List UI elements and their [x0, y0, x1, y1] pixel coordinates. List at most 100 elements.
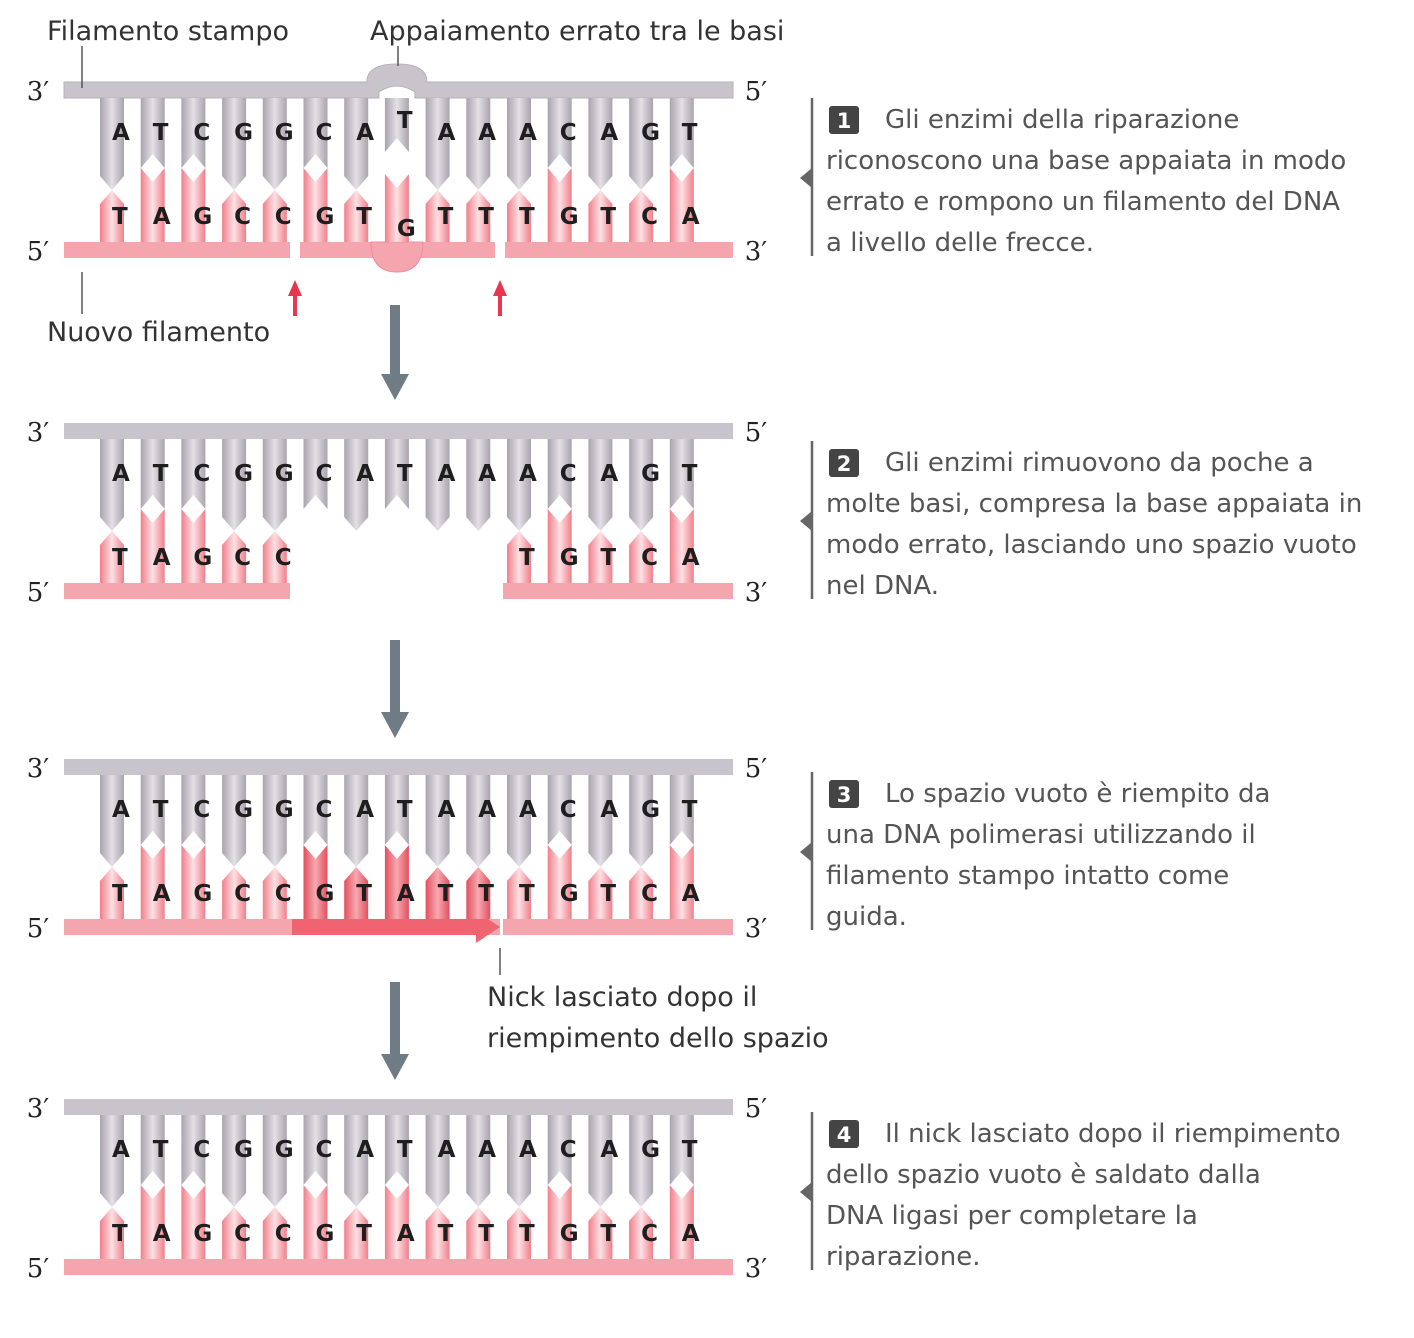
new-base-T	[344, 190, 369, 242]
end-label-3prime-top: 3′	[27, 754, 50, 784]
template-letter: C	[560, 1137, 577, 1163]
new-base-G	[181, 1185, 206, 1259]
new-base-C	[629, 531, 654, 583]
new-letter: T	[112, 545, 128, 571]
template-base-G	[629, 98, 654, 190]
flow-arrow-1	[381, 305, 409, 400]
new-base-T	[466, 1207, 491, 1259]
new-base-C	[629, 867, 654, 919]
new-letter: A	[153, 545, 171, 571]
new-letter: T	[356, 1221, 372, 1247]
new-letter: C	[275, 1221, 292, 1247]
step-bracket-pointer	[800, 511, 812, 531]
new-strand-backbone	[64, 242, 290, 258]
template-letter: C	[193, 120, 210, 146]
end-label-5prime-bottom: 5′	[27, 1254, 50, 1284]
new-base-G	[303, 168, 328, 242]
new-base-T	[507, 190, 531, 242]
template-base-C	[547, 775, 572, 845]
end-label-5prime-top: 5′	[745, 418, 768, 448]
new-base-T	[588, 867, 613, 919]
new-letter: T	[519, 204, 535, 230]
template-letter: C	[193, 461, 210, 487]
template-letter: A	[438, 461, 456, 487]
new-base-G	[181, 168, 206, 242]
new-base-C	[262, 531, 287, 583]
nick-label-line-2: riempimento dello spazio	[487, 1023, 829, 1054]
flow-arrow-3	[381, 982, 409, 1080]
end-label-3prime-top: 3′	[27, 1094, 50, 1124]
template-base-G	[629, 439, 654, 531]
nick-label-line-1: Nick lasciato dopo il	[487, 982, 757, 1013]
new-letter: G	[560, 204, 579, 230]
new-letter: T	[478, 1221, 494, 1247]
new-base-C	[222, 867, 247, 919]
step-2-dna	[64, 423, 859, 599]
step-description-line: dello spazio vuoto è saldato dalla	[826, 1160, 1261, 1190]
new-letter: T	[600, 881, 616, 907]
new-letter: G	[193, 881, 212, 907]
new-letter: G	[560, 1221, 579, 1247]
new-base-C	[262, 1207, 287, 1259]
template-base-A	[425, 775, 450, 867]
template-letter: G	[275, 797, 294, 823]
template-base-A	[507, 98, 531, 190]
new-letter: T	[438, 1221, 454, 1247]
template-letter: T	[153, 1137, 169, 1163]
template-letter: A	[356, 1137, 374, 1163]
new-letter: G	[560, 545, 579, 571]
template-base-A	[466, 439, 491, 531]
template-letter: T	[682, 120, 698, 146]
template-letter: C	[316, 1137, 333, 1163]
step-description-line: una DNA polimerasi utilizzando il	[826, 820, 1256, 850]
template-base-T	[669, 439, 694, 509]
template-letter: A	[519, 1137, 537, 1163]
new-letter: T	[112, 881, 128, 907]
step-description-line: molte basi, compresa la base appaiata in	[826, 489, 1362, 519]
new-strand-label: Nuovo filamento	[47, 317, 270, 348]
step-number: 1	[837, 109, 852, 133]
end-label-3prime-top: 3′	[27, 418, 50, 448]
new-base-A	[669, 845, 694, 919]
template-letter: C	[316, 461, 333, 487]
end-label-3prime-top: 3′	[27, 77, 50, 107]
step-bracket-pointer	[800, 168, 812, 188]
step-4-dna	[64, 1099, 859, 1275]
template-base-G	[222, 439, 247, 531]
new-letter: G	[397, 216, 416, 242]
template-letter: T	[153, 797, 169, 823]
template-letter: G	[234, 120, 253, 146]
step-description-line: Gli enzimi della riparazione	[885, 105, 1239, 135]
step-description-line: DNA ligasi per completare la	[826, 1201, 1198, 1231]
template-letter: A	[478, 797, 496, 823]
template-letter: G	[275, 1137, 294, 1163]
template-letter: C	[193, 797, 210, 823]
new-base-T	[425, 867, 450, 919]
template-base-C	[181, 1115, 206, 1185]
step-bracket-pointer	[800, 842, 812, 862]
new-letter: C	[641, 1221, 658, 1247]
new-base-T	[100, 1207, 124, 1259]
template-letter: T	[682, 1137, 698, 1163]
new-base-T	[507, 867, 531, 919]
step-number-badge	[829, 106, 859, 134]
template-base-A	[100, 439, 124, 531]
new-base-T	[100, 190, 124, 242]
new-letter: T	[356, 204, 372, 230]
template-letter: A	[519, 120, 537, 146]
new-base-A	[140, 845, 165, 919]
template-base-A	[100, 775, 124, 867]
cut-site-arrow-2	[493, 280, 507, 316]
new-base-G	[547, 845, 572, 919]
new-letter: G	[316, 881, 335, 907]
new-letter: G	[560, 881, 579, 907]
template-base-C	[547, 98, 572, 168]
new-letter: T	[438, 881, 454, 907]
template-letter: G	[234, 797, 253, 823]
end-label-3prime-bottom: 3′	[745, 1254, 768, 1284]
new-base-T	[588, 1207, 613, 1259]
template-base-C	[547, 1115, 572, 1185]
new-base-T	[425, 1207, 450, 1259]
template-base-G	[629, 1115, 654, 1207]
new-strand-bulge	[370, 241, 424, 273]
